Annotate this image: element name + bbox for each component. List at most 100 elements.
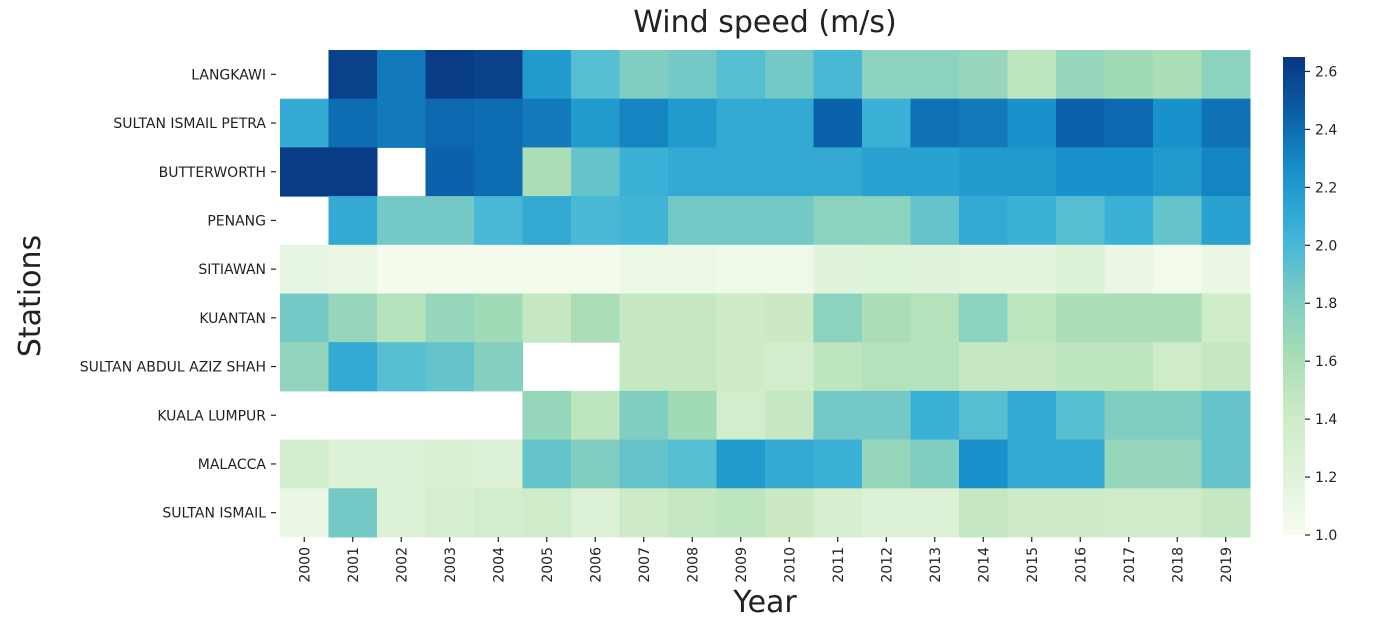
x-tick-label: 2012 bbox=[879, 547, 895, 583]
heatmap-cell bbox=[959, 488, 1008, 538]
heatmap-cell bbox=[474, 293, 523, 343]
heatmap-cell bbox=[959, 147, 1008, 197]
heatmap-cell bbox=[1153, 196, 1202, 246]
heatmap-cell bbox=[1153, 390, 1202, 441]
x-tick-label: 2002 bbox=[394, 547, 410, 583]
chart-title: Wind speed (m/s) bbox=[633, 5, 896, 40]
heatmap-cell bbox=[377, 293, 426, 343]
heatmap-cell bbox=[425, 98, 475, 148]
x-tick-label: 2004 bbox=[491, 547, 507, 583]
heatmap-cell bbox=[474, 196, 523, 246]
heatmap-cell bbox=[1007, 342, 1057, 392]
heatmap-cell bbox=[668, 488, 717, 538]
heatmap-cell bbox=[522, 244, 572, 294]
heatmap-cell bbox=[474, 342, 523, 392]
y-tick-label: KUANTAN bbox=[199, 311, 266, 327]
heatmap-cell bbox=[1104, 196, 1154, 246]
heatmap-cell bbox=[619, 439, 669, 489]
heatmap-cell bbox=[813, 244, 863, 294]
x-tick-label: 2001 bbox=[346, 547, 362, 583]
heatmap-cell bbox=[1201, 98, 1251, 148]
colorbar-tick-label: 2.0 bbox=[1315, 238, 1337, 254]
heatmap-cell bbox=[1201, 488, 1251, 538]
heatmap-cell bbox=[910, 98, 960, 148]
heatmap-cell bbox=[280, 342, 329, 392]
heatmap-cell bbox=[1007, 50, 1057, 100]
heatmap-cell bbox=[1153, 98, 1202, 148]
heatmap-cell bbox=[959, 390, 1008, 441]
heatmap-cell bbox=[522, 293, 572, 343]
heatmap-cell bbox=[571, 244, 620, 294]
heatmap-cell bbox=[959, 244, 1008, 294]
heatmap-cell bbox=[813, 147, 863, 197]
y-tick-label: BUTTERWORTH bbox=[159, 165, 266, 181]
heatmap-cell bbox=[425, 488, 475, 538]
heatmap-cell bbox=[474, 50, 523, 100]
heatmap-cell bbox=[571, 390, 620, 441]
x-axis-title: Year bbox=[732, 585, 797, 620]
heatmap-cell bbox=[1153, 244, 1202, 294]
heatmap-cell bbox=[522, 50, 572, 100]
colorbar-tick-label: 1.2 bbox=[1315, 470, 1337, 486]
heatmap-cell bbox=[1153, 439, 1202, 489]
heatmap-cell bbox=[377, 196, 426, 246]
heatmap-cell bbox=[765, 244, 814, 294]
heatmap-cell bbox=[619, 293, 669, 343]
heatmap-cell bbox=[619, 390, 669, 441]
heatmap-cell bbox=[474, 147, 523, 197]
x-tick-label: 2014 bbox=[976, 547, 992, 583]
heatmap-cell bbox=[1104, 390, 1154, 441]
heatmap-cell bbox=[1104, 244, 1154, 294]
heatmap-cell bbox=[813, 293, 863, 343]
heatmap-cell bbox=[910, 390, 960, 441]
x-tick-label: 2015 bbox=[1025, 547, 1041, 583]
heatmap-cell bbox=[959, 342, 1008, 392]
heatmap-cell bbox=[571, 147, 620, 197]
heatmap-cell bbox=[1056, 98, 1105, 148]
heatmap-cell bbox=[716, 439, 766, 489]
heatmap-cell bbox=[377, 488, 426, 538]
heatmap-cell bbox=[1056, 50, 1105, 100]
heatmap-cell bbox=[910, 147, 960, 197]
x-tick-label: 2000 bbox=[297, 547, 313, 583]
heatmap-cell bbox=[959, 50, 1008, 100]
heatmap-cell bbox=[862, 390, 911, 441]
heatmap-cell bbox=[1056, 390, 1105, 441]
heatmap-cell bbox=[862, 98, 911, 148]
heatmap-cell bbox=[959, 439, 1008, 489]
heatmap-cell bbox=[522, 196, 572, 246]
heatmap-cell bbox=[1201, 244, 1251, 294]
heatmap-cell bbox=[1104, 488, 1154, 538]
heatmap-cell bbox=[1201, 50, 1251, 100]
heatmap-cell bbox=[328, 244, 378, 294]
heatmap-cell bbox=[1007, 98, 1057, 148]
heatmap-cell bbox=[522, 98, 572, 148]
heatmap-cell bbox=[328, 342, 378, 392]
heatmap-cell bbox=[1104, 147, 1154, 197]
heatmap-cell bbox=[813, 390, 863, 441]
heatmap-cell bbox=[668, 293, 717, 343]
heatmap-cell bbox=[862, 439, 911, 489]
heatmap-cell bbox=[474, 439, 523, 489]
heatmap-cell bbox=[1056, 293, 1105, 343]
heatmap-cell bbox=[1104, 439, 1154, 489]
x-tick-label: 2016 bbox=[1073, 547, 1089, 583]
colorbar-tick-label: 2.6 bbox=[1315, 64, 1337, 80]
heatmap-cell bbox=[862, 147, 911, 197]
heatmap-cell bbox=[425, 50, 475, 100]
heatmap-cell bbox=[1104, 50, 1154, 100]
heatmap-cell bbox=[377, 244, 426, 294]
heatmap-cell bbox=[280, 147, 329, 197]
heatmap-cell bbox=[910, 50, 960, 100]
x-tick-label: 2005 bbox=[540, 547, 556, 583]
heatmap-cell bbox=[668, 98, 717, 148]
heatmap-cell bbox=[1007, 244, 1057, 294]
heatmap-cell bbox=[571, 488, 620, 538]
heatmap-cell bbox=[280, 293, 329, 343]
heatmap-cell bbox=[328, 196, 378, 246]
heatmap-cell bbox=[813, 50, 863, 100]
heatmap-cell bbox=[765, 196, 814, 246]
heatmap-cell bbox=[765, 98, 814, 148]
colorbar-tick-label: 1.8 bbox=[1315, 296, 1337, 312]
